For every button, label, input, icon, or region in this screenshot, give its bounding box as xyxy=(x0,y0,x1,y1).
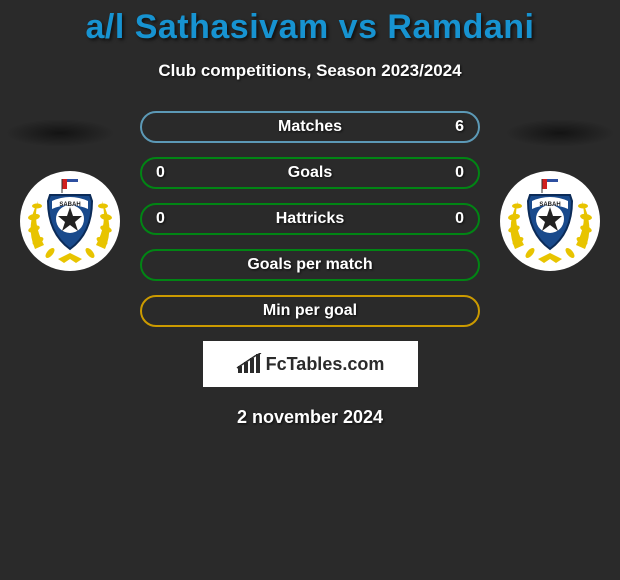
source-logo: FcTables.com xyxy=(203,341,418,387)
shadow-ellipse-right xyxy=(505,119,615,147)
stat-right-value: 0 xyxy=(446,164,464,182)
stat-row: 0Goals0 xyxy=(140,157,480,189)
stat-row: Matches6 xyxy=(140,111,480,143)
stat-row: Goals per match xyxy=(140,249,480,281)
stat-label: Matches xyxy=(142,118,478,136)
flag-icon xyxy=(542,179,558,193)
team-badge-left: SABAH xyxy=(20,171,120,271)
stat-left-value: 0 xyxy=(156,164,174,182)
team-badge-right: SABAH xyxy=(500,171,600,271)
stat-label: Goals per match xyxy=(142,256,478,274)
logo-text: FcTables.com xyxy=(266,354,385,375)
svg-text:SABAH: SABAH xyxy=(539,202,560,208)
club-crest-icon: SABAH xyxy=(20,171,120,271)
date-text: 2 november 2024 xyxy=(0,407,620,428)
subtitle: Club competitions, Season 2023/2024 xyxy=(0,61,620,81)
badge-circle: SABAH xyxy=(20,171,120,271)
stat-row: 0Hattricks0 xyxy=(140,203,480,235)
stat-label: Goals xyxy=(142,164,478,182)
page-title: a/l Sathasivam vs Ramdani xyxy=(0,0,620,47)
stats-rows: Matches60Goals00Hattricks0Goals per matc… xyxy=(140,111,480,327)
shield-icon: SABAH xyxy=(48,195,92,249)
badge-circle: SABAH xyxy=(500,171,600,271)
club-crest-icon: SABAH xyxy=(500,171,600,271)
comparison-panel: SABAH xyxy=(0,111,620,428)
shadow-ellipse-left xyxy=(5,119,115,147)
stat-right-value: 0 xyxy=(446,210,464,228)
stat-label: Min per goal xyxy=(142,302,478,320)
flag-icon xyxy=(62,179,78,193)
barchart-icon xyxy=(236,353,262,375)
stat-row: Min per goal xyxy=(140,295,480,327)
stat-right-value: 6 xyxy=(446,118,464,136)
stat-left-value: 0 xyxy=(156,210,174,228)
svg-text:SABAH: SABAH xyxy=(59,202,80,208)
stat-label: Hattricks xyxy=(142,210,478,228)
shield-icon: SABAH xyxy=(528,195,572,249)
